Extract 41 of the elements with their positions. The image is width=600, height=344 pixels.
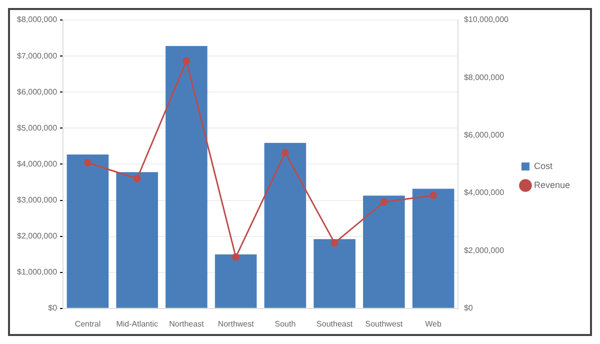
point	[84, 159, 92, 167]
point	[380, 198, 388, 206]
y-tick-label: $6,000,000	[16, 87, 58, 96]
x-tick-label: Northwest	[218, 319, 255, 328]
y2-tick-label: $10,000,000	[464, 15, 510, 24]
y-tick-label: $7,000,000	[16, 51, 58, 60]
y-tick-label: $8,000,000	[16, 15, 58, 24]
bar	[116, 172, 158, 308]
y2-tick-label: $0	[464, 304, 474, 313]
bar	[412, 188, 454, 308]
point	[281, 148, 289, 156]
point	[133, 174, 141, 182]
bar	[166, 46, 208, 308]
legend-label: Cost	[534, 160, 553, 171]
bar	[314, 239, 356, 308]
point	[430, 192, 438, 200]
bar	[264, 142, 306, 308]
x-tick-label: Southeast	[316, 319, 354, 328]
y2-tick-label: $6,000,000	[464, 130, 505, 140]
point	[330, 239, 338, 247]
x-tick-label: Mid-Atlantic	[116, 319, 158, 328]
bar	[363, 196, 405, 308]
y-tick-label: $5,000,000	[16, 123, 58, 132]
y-tick-label: $0	[48, 304, 58, 313]
y-tick-label: $1,000,000	[16, 268, 58, 277]
legend-label: Revenue	[534, 180, 570, 190]
x-tick-label: South	[274, 319, 296, 328]
y2-tick-label: $4,000,000	[464, 188, 505, 198]
point	[182, 57, 190, 65]
x-tick-label: Web	[425, 319, 442, 328]
x-tick-label: Northeast	[169, 319, 205, 328]
bar	[214, 254, 257, 308]
bar	[66, 154, 109, 308]
y-tick-label: $2,000,000	[16, 232, 58, 241]
x-tick-label: Central	[74, 319, 101, 328]
y-tick-label: $4,000,000	[16, 159, 58, 168]
point	[232, 253, 240, 261]
y-tick-label: $3,000,000	[16, 195, 58, 204]
y2-tick-label: $8,000,000	[464, 72, 505, 82]
x-tick-label: Southwest	[365, 319, 404, 328]
y2-tick-label: $2,000,000	[464, 246, 505, 255]
